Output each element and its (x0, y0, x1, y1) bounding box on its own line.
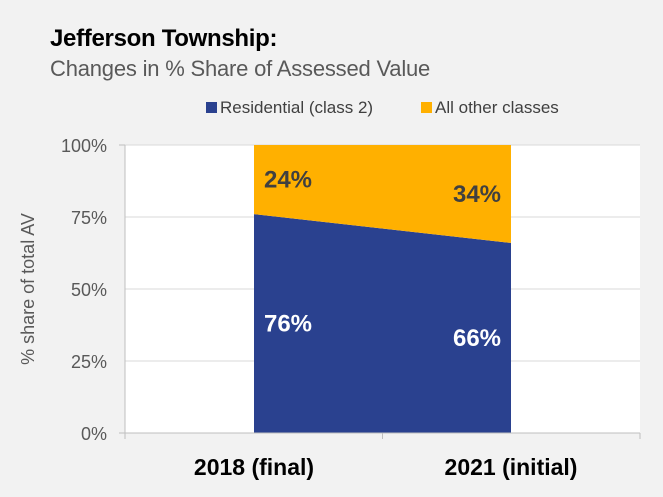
legend-label-residential: Residential (class 2) (220, 98, 373, 117)
data-labels: 76% 66% 24% 34% (264, 167, 501, 352)
data-label-residential-0: 76% (264, 311, 312, 338)
data-label-other-0: 24% (264, 167, 312, 194)
x-category-label-1: 2021 (initial) (445, 454, 578, 480)
y-tick-labels: 0% 25% 50% 75% 100% (61, 136, 107, 444)
y-tick-label-100: 100% (61, 136, 107, 156)
chart-title: Jefferson Township: (50, 25, 278, 52)
legend-swatch-residential (206, 102, 217, 113)
y-tick-label-0: 0% (81, 424, 107, 444)
y-tick-label-50: 50% (71, 280, 107, 300)
axes (119, 144, 641, 439)
legend-label-other: All other classes (435, 98, 559, 117)
x-category-label-0: 2018 (final) (194, 454, 314, 480)
area-series (254, 145, 511, 433)
area-other-classes (254, 145, 511, 243)
area-residential (254, 214, 511, 433)
y-tick-label-75: 75% (71, 208, 107, 228)
y-tick-label-25: 25% (71, 352, 107, 372)
legend-swatch-other (421, 102, 432, 113)
chart-subtitle: Changes in % Share of Assessed Value (50, 56, 431, 81)
x-category-labels: 2018 (final) 2021 (initial) (194, 454, 578, 480)
y-axis-title: % share of total AV (18, 213, 38, 365)
data-label-other-1: 34% (453, 181, 501, 208)
data-label-residential-1: 66% (453, 325, 501, 352)
legend: Residential (class 2) All other classes (206, 98, 559, 117)
